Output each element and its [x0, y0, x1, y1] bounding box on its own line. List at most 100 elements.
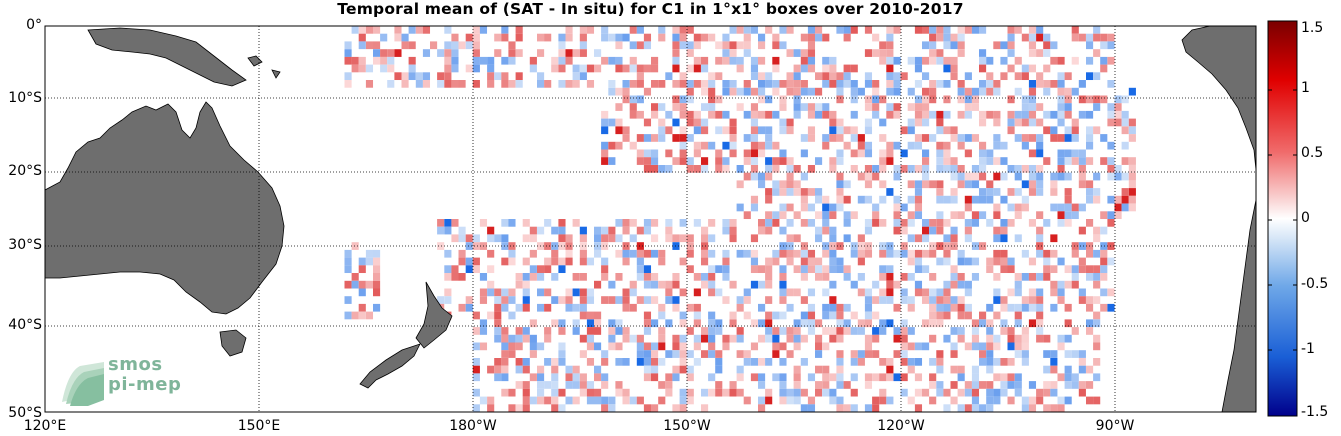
heatmap-cell — [786, 157, 794, 165]
heatmap-cell — [586, 311, 595, 320]
heatmap-cell — [729, 334, 737, 343]
heatmap-cell — [722, 33, 730, 42]
heatmap-cell — [1043, 388, 1051, 397]
heatmap-cell — [1071, 126, 1079, 135]
heatmap-cell — [900, 126, 908, 135]
heatmap-cell — [914, 257, 923, 266]
heatmap-cell — [914, 265, 923, 274]
heatmap-cell — [1028, 180, 1037, 189]
heatmap-cell — [979, 64, 987, 73]
heatmap-cell — [679, 80, 687, 88]
heatmap-cell — [750, 134, 759, 142]
heatmap-cell — [893, 373, 901, 382]
heatmap-cell — [829, 203, 837, 212]
heatmap-cell — [736, 388, 744, 397]
heatmap-cell — [358, 303, 366, 312]
heatmap-cell — [487, 265, 495, 274]
heatmap-cell — [472, 358, 480, 366]
heatmap-cell — [793, 64, 801, 73]
heatmap-cell — [872, 87, 880, 96]
heatmap-cell — [929, 87, 937, 96]
heatmap-cell — [629, 64, 637, 73]
heatmap-cell — [629, 103, 637, 111]
heatmap-cell — [601, 157, 609, 165]
heatmap-cell — [758, 126, 766, 135]
heatmap-cell — [971, 257, 980, 266]
heatmap-cell — [665, 126, 673, 135]
heatmap-cell — [943, 303, 951, 312]
heatmap-cell — [936, 80, 944, 88]
heatmap-cell — [722, 265, 730, 274]
heatmap-cell — [929, 26, 937, 34]
heatmap-cell — [950, 64, 958, 73]
heatmap-cell — [444, 249, 452, 258]
heatmap-cell — [793, 110, 801, 119]
heatmap-cell — [836, 257, 844, 266]
heatmap-cell — [1050, 126, 1058, 135]
heatmap-cell — [608, 319, 616, 328]
heatmap-cell — [601, 358, 609, 366]
heatmap-cell — [358, 56, 366, 65]
heatmap-cell — [786, 26, 794, 34]
heatmap-cell — [736, 56, 744, 65]
heatmap-cell — [679, 110, 687, 119]
heatmap-cell — [708, 33, 716, 42]
heatmap-cell — [893, 72, 901, 81]
heatmap-cell — [622, 303, 630, 312]
heatmap-cell — [993, 342, 1001, 351]
heatmap-cell — [800, 219, 808, 227]
heatmap-cell — [943, 334, 951, 343]
heatmap-cell — [444, 49, 452, 57]
heatmap-cell — [886, 41, 894, 50]
heatmap-cell — [836, 404, 844, 412]
heatmap-cell — [408, 41, 416, 50]
heatmap-cell — [515, 327, 523, 335]
heatmap-cell — [729, 41, 737, 50]
heatmap-cell — [807, 288, 816, 297]
heatmap-cell — [971, 134, 980, 142]
heatmap-cell — [472, 404, 480, 412]
heatmap-cell — [522, 296, 530, 304]
heatmap-cell — [465, 234, 473, 243]
heatmap-cell — [1028, 172, 1037, 181]
heatmap-cell — [950, 226, 958, 235]
heatmap-cell — [758, 141, 766, 150]
heatmap-cell — [843, 211, 851, 220]
heatmap-cell — [515, 26, 523, 34]
heatmap-cell — [686, 234, 694, 243]
heatmap-cell — [1064, 172, 1072, 181]
heatmap-cell — [651, 373, 659, 382]
heatmap-cell — [758, 149, 766, 158]
heatmap-cell — [936, 26, 944, 34]
heatmap-cell — [943, 242, 951, 250]
heatmap-cell — [1028, 33, 1037, 42]
heatmap-cell — [1121, 188, 1129, 196]
heatmap-cell — [594, 396, 602, 405]
heatmap-cell — [615, 56, 623, 65]
heatmap-cell — [1028, 219, 1037, 227]
colorbar-label-0.5: 0.5 — [1301, 145, 1324, 161]
heatmap-cell — [1036, 134, 1044, 142]
heatmap-cell — [729, 234, 737, 243]
heatmap-cell — [857, 273, 865, 281]
heatmap-cell — [494, 319, 502, 328]
heatmap-cell — [373, 26, 381, 34]
heatmap-cell — [522, 365, 530, 374]
heatmap-cell — [957, 327, 965, 335]
heatmap-cell — [1036, 141, 1044, 150]
heatmap-cell — [693, 319, 701, 328]
heatmap-cell — [586, 257, 595, 266]
heatmap-cell — [1043, 219, 1051, 227]
heatmap-cell — [864, 350, 873, 358]
heatmap-cell — [1021, 327, 1029, 335]
heatmap-cell — [708, 234, 716, 243]
heatmap-cell — [572, 273, 580, 281]
heatmap-cell — [779, 211, 787, 220]
heatmap-cell — [743, 110, 751, 119]
heatmap-cell — [1093, 226, 1101, 235]
heatmap-cell — [608, 280, 616, 289]
heatmap-cell — [1007, 126, 1015, 135]
heatmap-cell — [1100, 288, 1108, 297]
heatmap-cell — [1043, 350, 1051, 358]
